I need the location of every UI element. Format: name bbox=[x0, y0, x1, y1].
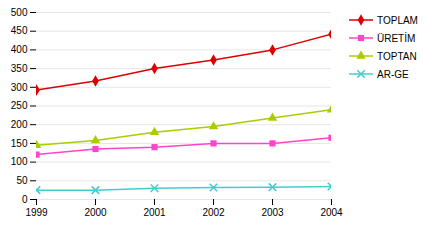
svg-text:200: 200 bbox=[11, 119, 28, 130]
svg-text:50: 50 bbox=[16, 175, 28, 186]
html-text:TOPLAM: TOPLAM bbox=[377, 14, 418, 26]
svg-text:450: 450 bbox=[11, 25, 28, 36]
svg-text:150: 150 bbox=[11, 138, 28, 149]
html-text:TOPTAN: TOPTAN bbox=[377, 50, 417, 62]
svg-text:2002: 2002 bbox=[202, 207, 225, 218]
html-text:AR-GE: AR-GE bbox=[377, 68, 409, 80]
svg-text:1999: 1999 bbox=[25, 207, 48, 218]
svg-text:350: 350 bbox=[11, 63, 28, 74]
svg-text:2004: 2004 bbox=[320, 207, 343, 218]
svg-text:2003: 2003 bbox=[261, 207, 284, 218]
svg-text:250: 250 bbox=[11, 100, 28, 111]
svg-text:300: 300 bbox=[11, 82, 28, 93]
svg-text:0: 0 bbox=[22, 194, 28, 205]
svg-text:2001: 2001 bbox=[143, 207, 166, 218]
svg-text:400: 400 bbox=[11, 44, 28, 55]
svg-text:2000: 2000 bbox=[84, 207, 107, 218]
svg-text:100: 100 bbox=[11, 156, 28, 167]
html-text:ÜRETİM: ÜRETİM bbox=[377, 32, 416, 44]
svg-text:500: 500 bbox=[11, 7, 28, 18]
